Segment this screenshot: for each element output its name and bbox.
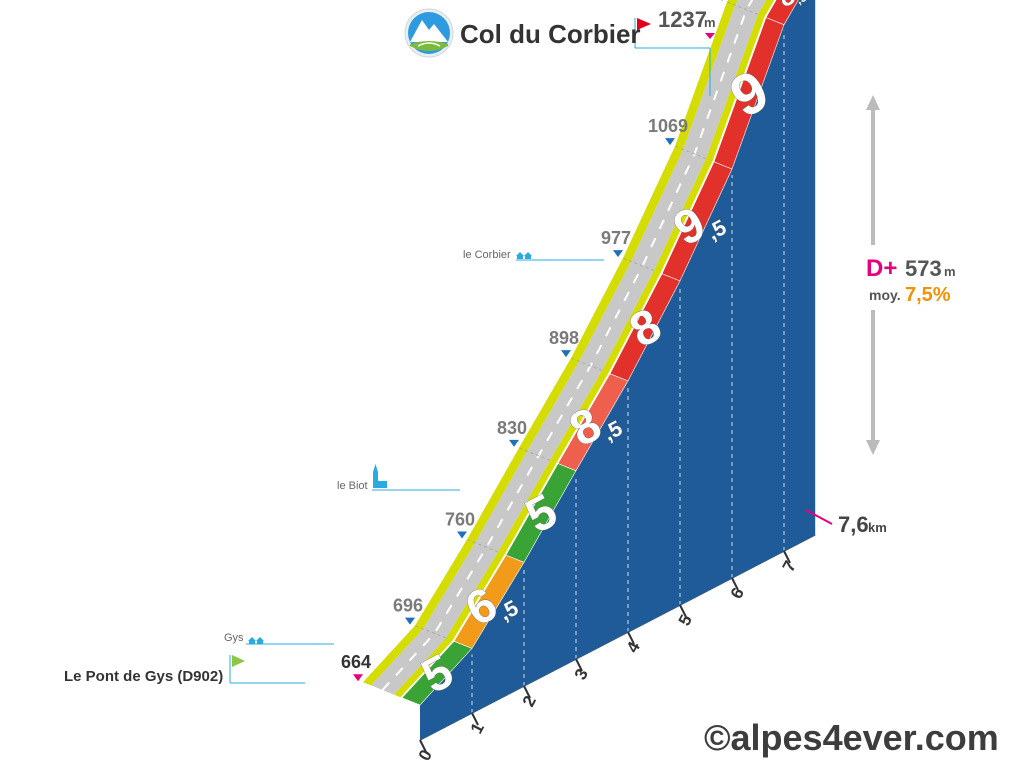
altitude-label-664: 664 — [341, 652, 371, 672]
summit-name: Col du Corbier — [460, 19, 641, 49]
summit-flag-icon — [637, 18, 651, 30]
le-biot-label: le Biot — [337, 480, 368, 492]
km-drop-lines — [471, 30, 785, 713]
summit-marker: 1237 m Col du Corbier — [404, 7, 716, 96]
km-tick-1 — [471, 712, 479, 726]
le-corbier-label: le Corbier — [463, 249, 511, 261]
altitude-marker-830 — [509, 439, 519, 447]
altitude-label-898: 898 — [549, 328, 579, 348]
place-le-corbier: le Corbier — [463, 249, 604, 261]
road-asphalt — [371, 0, 767, 695]
altitude-marker-898 — [561, 350, 571, 358]
distance-value: 7,6 — [838, 512, 869, 537]
altitude-marker-664 — [353, 674, 363, 682]
start-marker: Le Pont de Gys (D902) — [64, 655, 305, 685]
altitude-label-760: 760 — [445, 510, 475, 530]
place-gys: Gys — [224, 632, 334, 645]
gradient-strips — [401, 0, 799, 706]
profile-side-wall — [420, 0, 816, 740]
average-gradient: 7,5% — [905, 284, 951, 306]
altitude-label-830: 830 — [497, 418, 527, 438]
average-label: moy. — [869, 287, 901, 303]
altitude-marker-1196 — [721, 0, 723, 1]
altitude-label-696: 696 — [393, 596, 423, 616]
km-axis-line — [419, 534, 816, 741]
gys-village-icon — [248, 637, 264, 644]
km-tick-3 — [575, 658, 583, 672]
altitude-marker-977 — [613, 250, 623, 258]
dplus-label: D+ — [866, 255, 897, 282]
summit-altitude: 1237 — [658, 7, 707, 32]
altitude-marker-1069 — [665, 138, 675, 146]
church-icon — [373, 464, 387, 488]
distance-marker — [805, 509, 833, 525]
km-tick-5 — [679, 604, 687, 618]
distance-unit: km — [868, 520, 887, 535]
start-flag-icon — [232, 655, 245, 667]
altitude-labels: 66469676083089897710691196 — [341, 0, 723, 682]
road-surface — [363, 0, 777, 698]
mountain-logo-icon — [404, 8, 454, 58]
km-tick-4 — [627, 631, 635, 645]
summit-altitude-unit: m — [704, 15, 716, 30]
elevation-gain-panel: D+ 573 m moy. 7,5% — [866, 95, 956, 455]
km-tick-7 — [783, 550, 791, 564]
le-corbier-village-icon — [516, 252, 532, 259]
altitude-marker-760 — [457, 531, 467, 539]
total-distance: 7,6 km — [805, 509, 887, 537]
gradient-strip-km-7 — [765, 0, 799, 26]
side-wall-polygon — [420, 0, 816, 740]
place-le-biot: le Biot — [337, 464, 460, 492]
dplus-unit: m — [944, 264, 956, 279]
altitude-label-1069: 1069 — [648, 116, 688, 136]
summit-altitude-marker — [705, 33, 715, 39]
altitude-marker-696 — [405, 617, 415, 625]
dplus-value: 573 — [905, 256, 942, 281]
km-tick-0 — [419, 739, 427, 753]
copyright-credit: ©alpes4ever.com — [704, 717, 999, 758]
start-name: Le Pont de Gys (D902) — [64, 668, 223, 685]
gys-label: Gys — [224, 632, 244, 644]
road-center-line — [381, 0, 754, 691]
km-tick-6 — [731, 577, 739, 591]
km-tick-2 — [523, 685, 531, 699]
altitude-label-977: 977 — [601, 228, 631, 248]
